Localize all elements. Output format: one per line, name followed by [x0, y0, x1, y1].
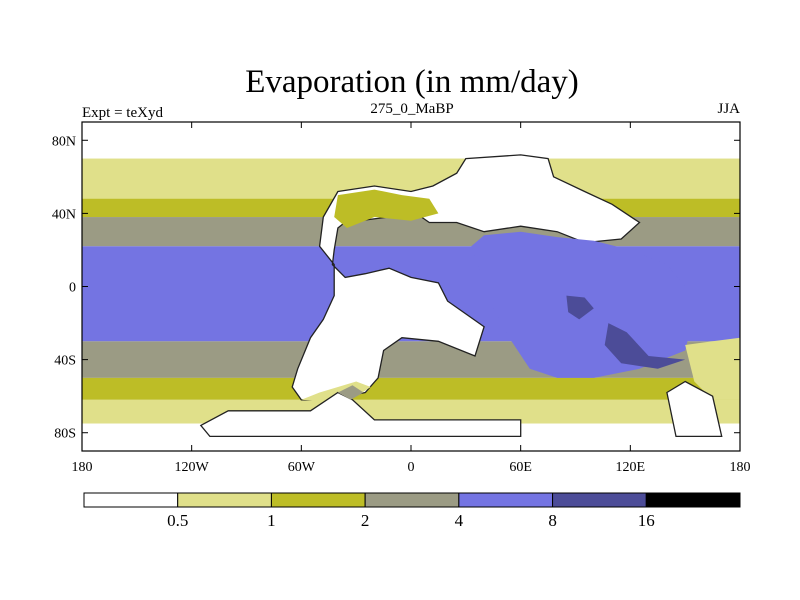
colorbar-level-4: 8 — [548, 511, 557, 530]
field-patch-4 — [604, 323, 686, 369]
field-patch-9 — [685, 337, 740, 400]
coastline-region-0 — [291, 154, 641, 401]
field-patch-5 — [334, 189, 439, 228]
y-tick-label-0: 80N — [52, 134, 76, 149]
colorbar-swatch-6 — [645, 492, 741, 508]
colorbar-swatch-4 — [458, 492, 554, 508]
x-tick-label-5: 120E — [616, 460, 646, 475]
map-axes: 180 120W 60W 0 60E 120E 180 80N 40N 0 40S 80S — [52, 122, 751, 475]
colorbar-swatch-2 — [270, 492, 366, 508]
colorbar: 0.5 1 2 4 8 16 — [83, 492, 741, 530]
y-tick-label-4: 80S — [54, 427, 76, 442]
x-tick-label-3: 0 — [408, 460, 415, 475]
colorbar-level-1: 1 — [267, 511, 276, 530]
y-tick-label-2: 0 — [69, 281, 76, 296]
x-tick-label-1: 120W — [175, 460, 210, 475]
season-label: JJA — [717, 101, 740, 117]
land-regions — [199, 154, 740, 438]
x-tick-label-2: 60W — [288, 460, 316, 475]
colorbar-swatch-5 — [552, 492, 647, 508]
field-patch-8 — [337, 385, 364, 400]
coastline-region-10 — [666, 380, 723, 438]
x-tick-label-4: 60E — [509, 460, 532, 475]
colorbar-level-3: 4 — [455, 511, 464, 530]
y-tick-label-3: 40S — [54, 354, 76, 369]
coastline-region-7 — [199, 391, 522, 438]
colorbar-level-2: 2 — [361, 511, 370, 530]
field-band-3 — [82, 217, 740, 247]
colorbar-swatch-1 — [177, 492, 272, 508]
colorbar-level-5: 16 — [638, 511, 655, 530]
chart-title: Evaporation (in mm/day) — [245, 64, 579, 100]
colorbar-swatch-3 — [364, 492, 460, 508]
colorbar-swatch-0 — [83, 492, 179, 508]
y-tick-label-1: 40N — [52, 207, 76, 222]
field-band-0 — [82, 122, 740, 159]
field-band-6 — [82, 377, 740, 400]
colorbar-level-0: 0.5 — [167, 511, 188, 530]
x-tick-label-0: 180 — [72, 460, 93, 475]
x-tick-label-6: 180 — [730, 460, 751, 475]
field-patch-3 — [566, 295, 594, 320]
period-label: 275_0_MaBP — [370, 101, 453, 117]
experiment-label: Expt = teXyd — [82, 105, 163, 121]
